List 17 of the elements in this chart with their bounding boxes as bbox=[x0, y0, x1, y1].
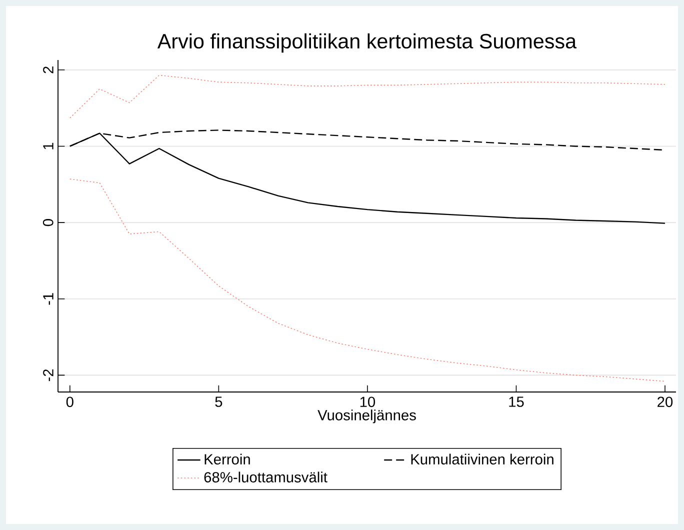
y-tick-label: -1 bbox=[43, 293, 54, 305]
line-series bbox=[70, 178, 666, 382]
x-tick-label: 5 bbox=[215, 396, 222, 407]
y-tick-label: -2 bbox=[43, 369, 54, 382]
x-axis-title: Vuosineljännes bbox=[318, 410, 416, 424]
x-tick-label: 0 bbox=[66, 396, 74, 408]
y-tick-label: 0 bbox=[42, 219, 54, 226]
x-tick-label: 10 bbox=[360, 396, 376, 408]
x-tick-label: 15 bbox=[509, 396, 524, 407]
x-tick-label: 20 bbox=[658, 396, 673, 408]
legend-label: Kerroin bbox=[204, 454, 250, 464]
legend-label: Kumulatiivinen kerroin bbox=[411, 454, 554, 464]
y-tick-label: 1 bbox=[43, 142, 54, 150]
line-series bbox=[70, 74, 666, 118]
chart-title: Arvio finanssipolitiikan kertoimesta Suomessa bbox=[157, 33, 577, 53]
legend-label: 68%-luottamusvälit bbox=[204, 472, 328, 482]
y-tick-label: 2 bbox=[43, 66, 54, 74]
